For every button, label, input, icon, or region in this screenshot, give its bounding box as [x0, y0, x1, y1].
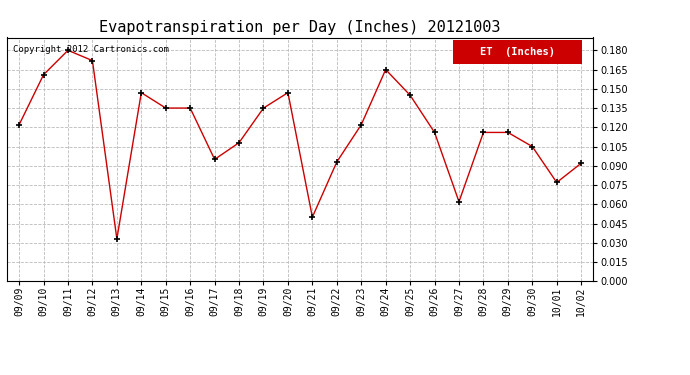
Point [404, 92, 415, 98]
Point [551, 180, 562, 186]
Point [63, 47, 74, 53]
Point [331, 159, 342, 165]
Point [160, 105, 171, 111]
Point [380, 67, 391, 73]
Point [282, 90, 293, 96]
Point [575, 160, 586, 166]
Point [453, 199, 464, 205]
Point [307, 214, 318, 220]
Point [233, 140, 244, 146]
Point [429, 129, 440, 135]
Point [356, 122, 367, 128]
Point [38, 72, 49, 78]
Point [478, 129, 489, 135]
Point [526, 144, 538, 150]
Point [14, 122, 25, 128]
Point [258, 105, 269, 111]
Point [185, 105, 196, 111]
Point [209, 156, 220, 162]
Point [111, 236, 122, 242]
Point [136, 90, 147, 96]
Title: Evapotranspiration per Day (Inches) 20121003: Evapotranspiration per Day (Inches) 2012… [99, 20, 501, 35]
Text: Copyright 2012 Cartronics.com: Copyright 2012 Cartronics.com [13, 45, 168, 54]
Point [502, 129, 513, 135]
Point [87, 58, 98, 64]
